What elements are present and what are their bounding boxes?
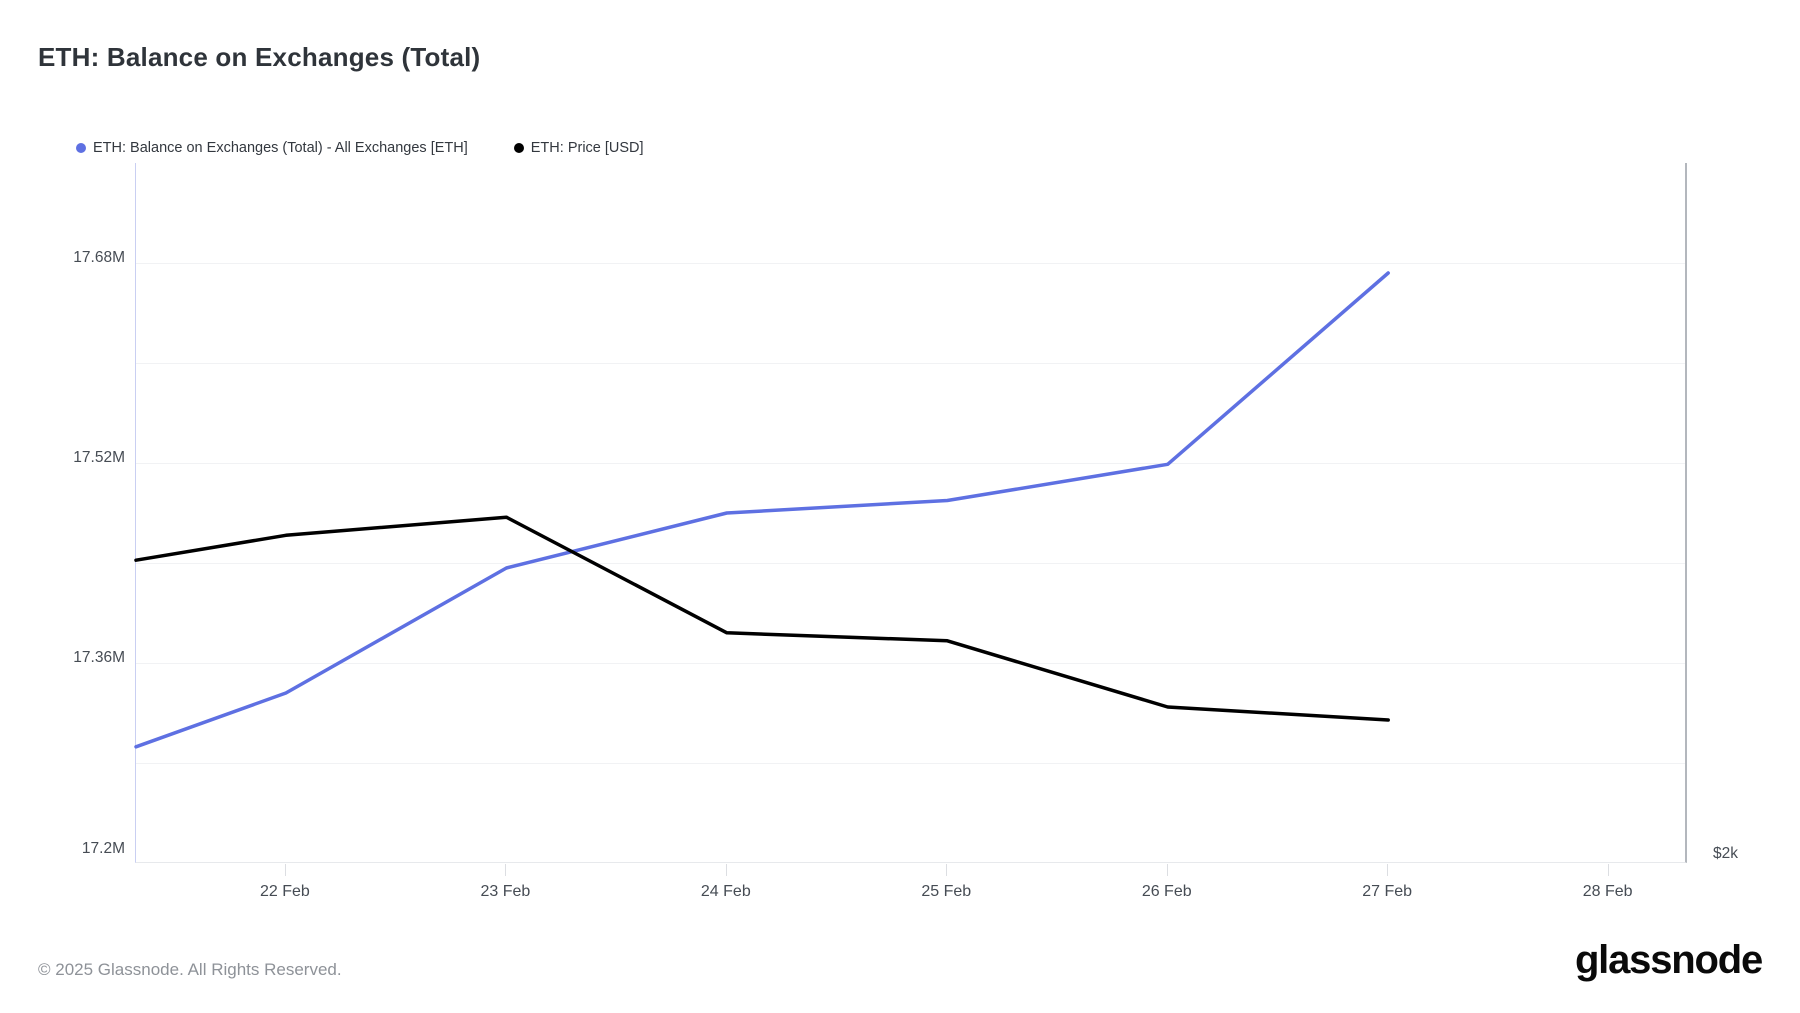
- gridline: [136, 263, 1685, 264]
- balance-line: [134, 271, 1390, 749]
- x-axis-label: 24 Feb: [700, 883, 751, 900]
- y-axis-label: 17.2M: [81, 840, 125, 857]
- x-axis-label: 22 Feb: [260, 883, 310, 900]
- x-axis-tick: [946, 864, 948, 876]
- y-axis-label: 17.52M: [73, 449, 125, 466]
- legend-item-1[interactable]: ETH: Price [USD]: [513, 140, 644, 156]
- gridline: [136, 763, 1685, 764]
- x-axis-tick: [1387, 864, 1389, 876]
- y2-axis-label: $2k: [1713, 845, 1738, 862]
- gridline: [136, 463, 1685, 464]
- x-axis-label: 27 Feb: [1362, 883, 1413, 900]
- glassnode-logo: glassnode: [1574, 938, 1763, 982]
- x-axis-label: 23 Feb: [480, 883, 531, 900]
- legend-dot-icon: [513, 143, 524, 153]
- price-line: [134, 515, 1390, 722]
- legend-item-0[interactable]: ETH: Balance on Exchanges (Total) - All …: [76, 140, 468, 156]
- y-axis-label: 17.36M: [73, 649, 125, 666]
- legend-label: ETH: Price [USD]: [530, 140, 644, 156]
- chart-plot-area[interactable]: [134, 163, 1687, 863]
- chart-legend: ETH: Balance on Exchanges (Total) - All …: [76, 140, 644, 156]
- x-axis-tick: [505, 864, 507, 876]
- gridline: [136, 563, 1685, 564]
- legend-dot-icon: [76, 143, 86, 153]
- legend-label: ETH: Balance on Exchanges (Total) - All …: [93, 140, 468, 156]
- copyright-text: © 2025 Glassnode. All Rights Reserved.: [38, 960, 342, 979]
- page-title: ETH: Balance on Exchanges (Total): [38, 42, 481, 72]
- y-axis-label: 17.68M: [73, 249, 125, 266]
- x-axis-label: 28 Feb: [1582, 883, 1633, 900]
- x-axis-tick: [1607, 864, 1609, 876]
- x-axis-tick: [1166, 864, 1168, 876]
- x-axis-tick: [284, 864, 286, 876]
- x-axis-tick: [725, 864, 727, 876]
- gridline: [136, 663, 1685, 664]
- series-canvas: [134, 271, 1390, 749]
- gridline: [136, 363, 1685, 364]
- x-axis-label: 25 Feb: [921, 883, 972, 900]
- x-axis-label: 26 Feb: [1141, 883, 1192, 900]
